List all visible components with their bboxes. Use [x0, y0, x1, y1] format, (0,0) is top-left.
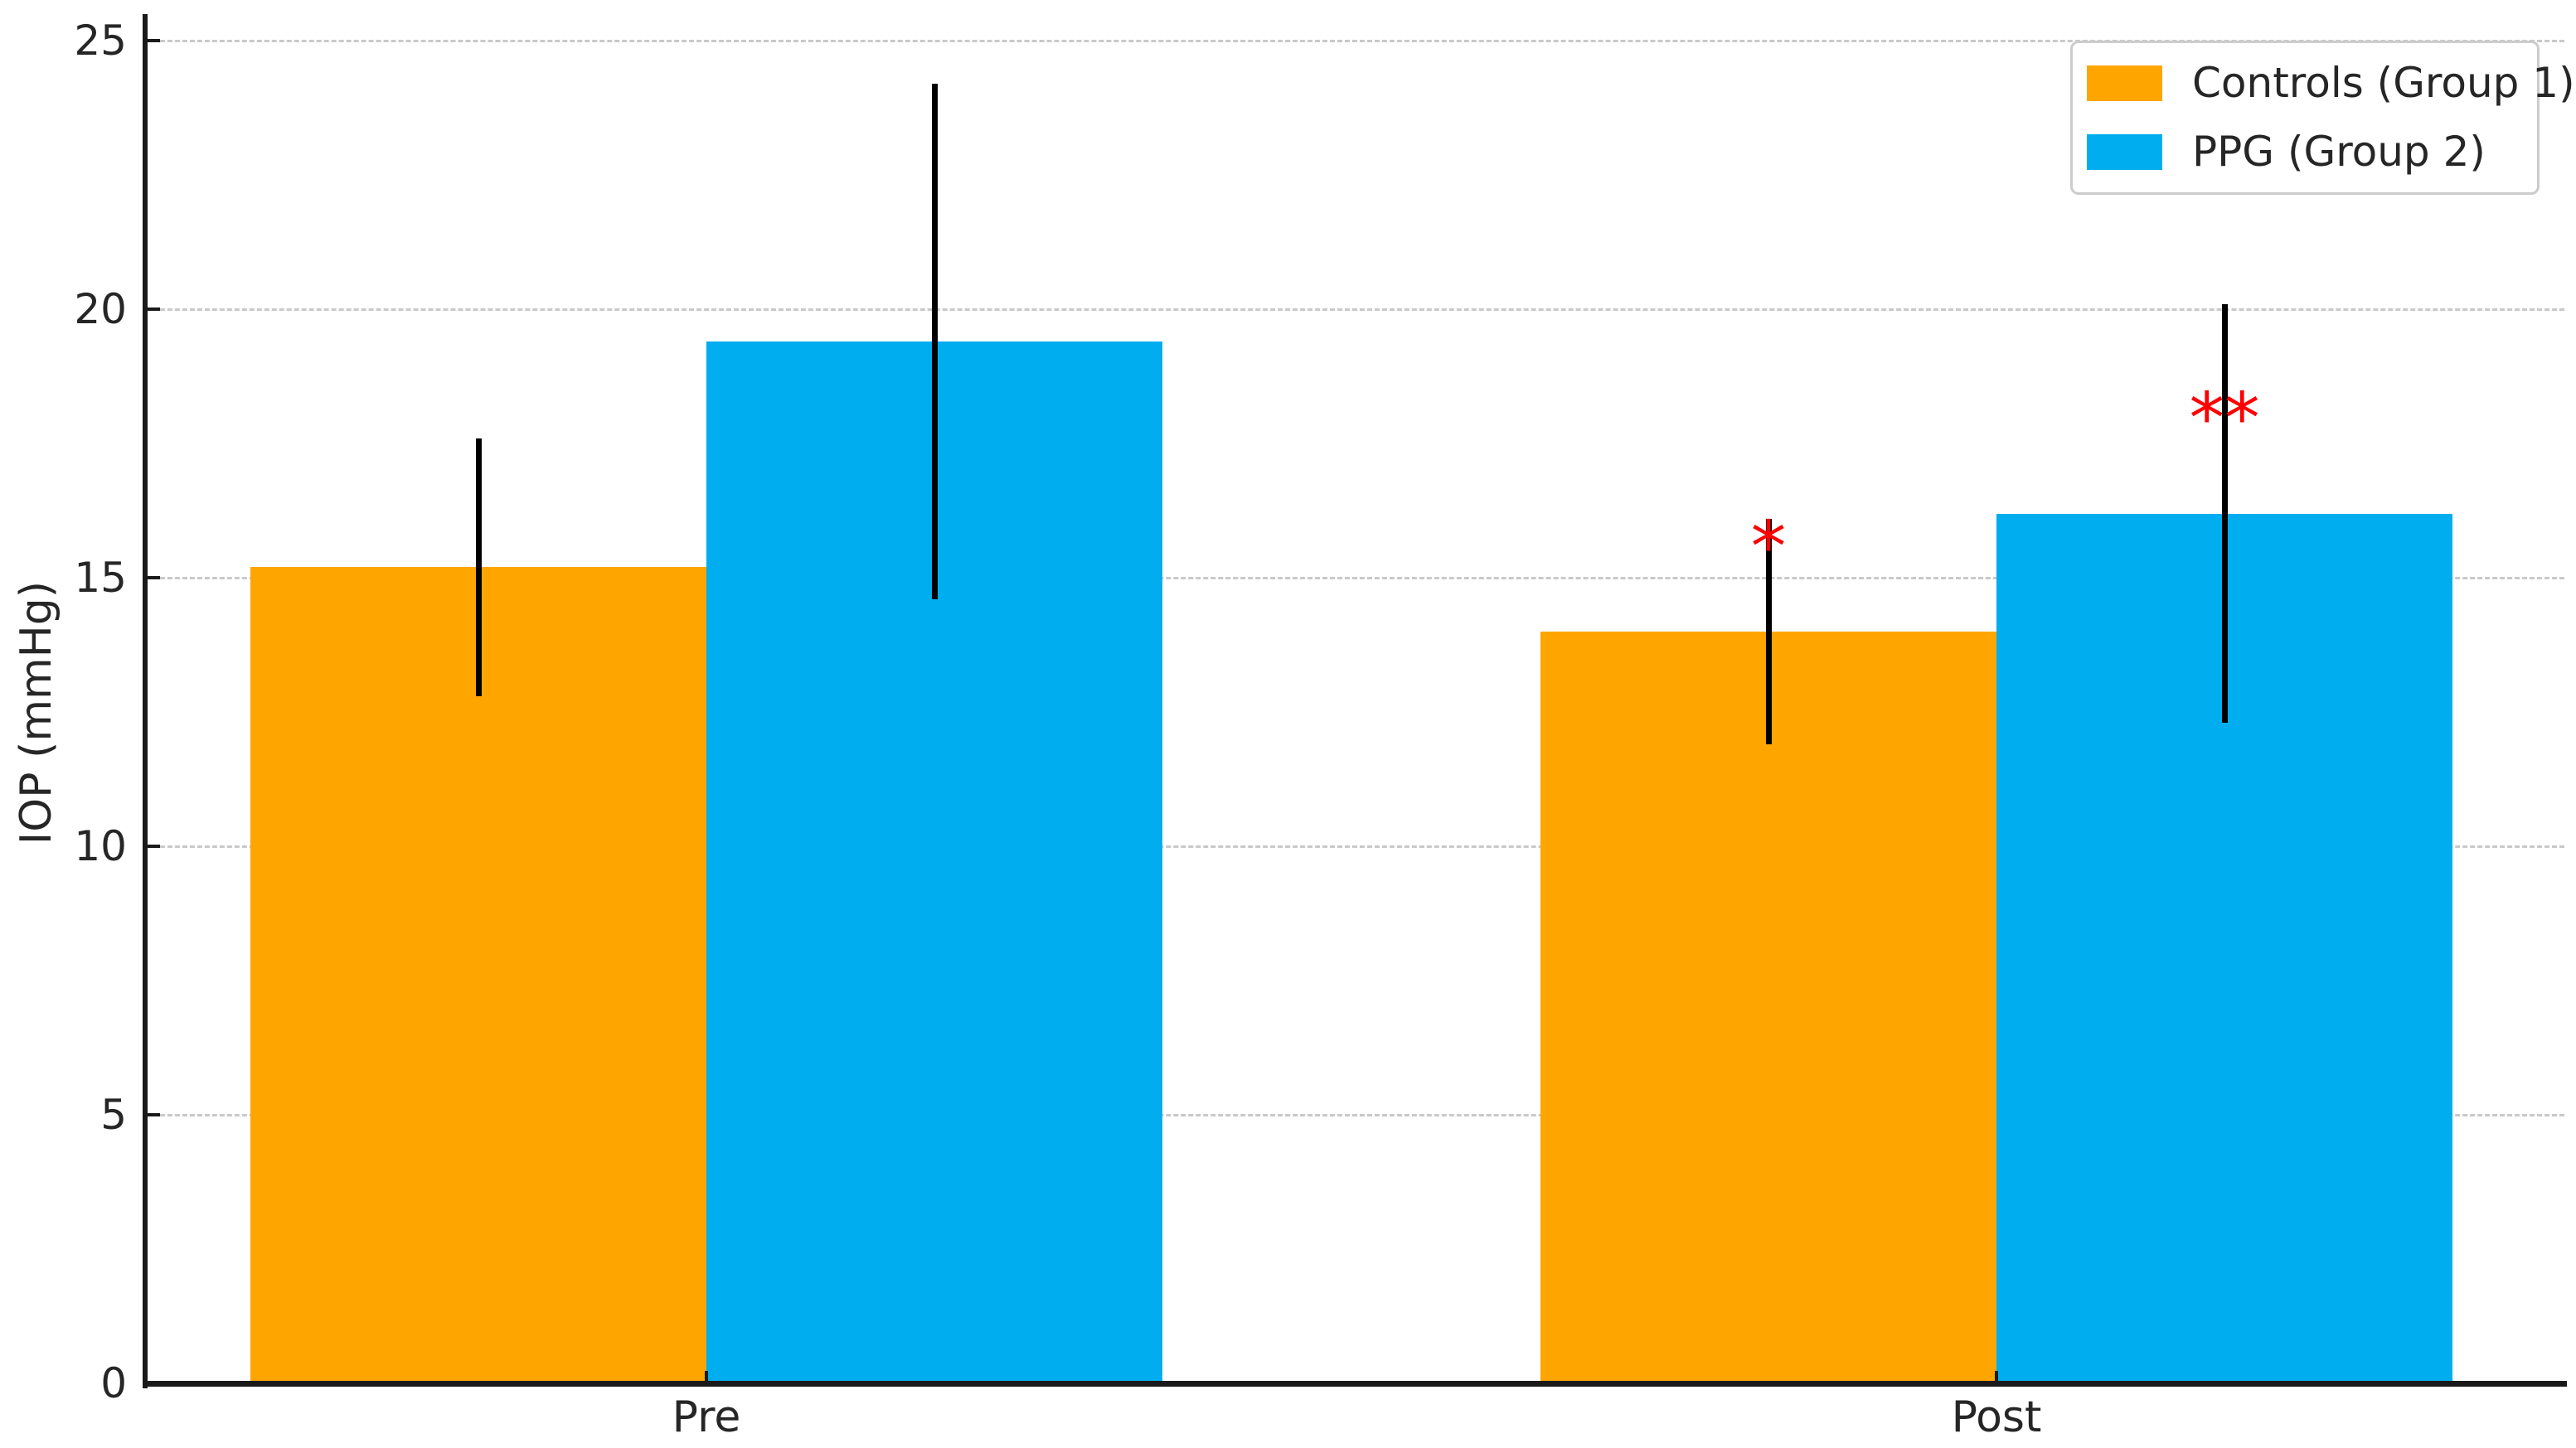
bar-pre-controls [250, 567, 706, 1383]
y-tick-label-25: 25 [74, 17, 127, 65]
y-tick-0 [148, 1382, 160, 1385]
gridline-y-25 [145, 39, 2564, 42]
legend-item-controls: Controls (Group 1) [2087, 61, 2575, 106]
y-tick-label-15: 15 [74, 554, 127, 603]
y-axis-title: IOP (mmHg) [12, 580, 61, 845]
legend-item-ppg: PPG (Group 2) [2087, 129, 2537, 175]
bar-post-controls [1540, 632, 1996, 1383]
legend-box: Controls (Group 1) PPG (Group 2) [2070, 41, 2575, 195]
significance-marker-1star: * [1750, 506, 1787, 589]
error-bar-post-ppg [2221, 303, 2228, 724]
gridline-y-5 [145, 1113, 2564, 1116]
legend-swatch-controls [2087, 65, 2162, 101]
plot-area: * ** Controls (Group 1) PPG (Group 2) [145, 14, 2575, 1383]
x-tick-label-post: Post [1951, 1392, 2042, 1442]
error-bar-pre-controls [475, 438, 482, 696]
legend-label-ppg: PPG (Group 2) [2192, 128, 2486, 176]
x-tick-pre [705, 1371, 708, 1383]
y-tick-label-5: 5 [100, 1091, 127, 1140]
significance-marker-2star: ** [2189, 377, 2260, 460]
legend-label-controls: Controls (Group 1) [2192, 59, 2575, 107]
y-tick-10 [148, 845, 160, 849]
y-tick-label-20: 20 [74, 285, 127, 334]
y-tick-5 [148, 1113, 160, 1117]
y-tick-20 [148, 308, 160, 312]
error-bar-post-controls [1765, 518, 1772, 745]
x-axis-spine [143, 1381, 2567, 1387]
y-tick-15 [148, 576, 160, 580]
gridline-y-15 [145, 576, 2564, 579]
error-bar-pre-ppg [931, 84, 938, 600]
x-tick-label-pre: Pre [672, 1392, 741, 1442]
legend-swatch-ppg [2087, 134, 2162, 170]
y-tick-label-0: 0 [100, 1359, 127, 1407]
y-tick-25 [148, 39, 160, 43]
y-tick-label-10: 10 [74, 822, 127, 871]
gridline-y-10 [145, 845, 2564, 848]
gridline-y-20 [145, 308, 2564, 311]
y-axis-spine [143, 14, 148, 1388]
x-tick-post [1995, 1371, 1998, 1383]
